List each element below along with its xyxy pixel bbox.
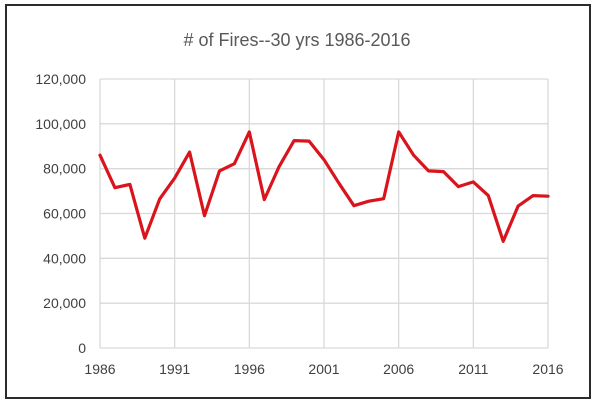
chart-title: # of Fires--30 yrs 1986-2016 <box>183 30 410 50</box>
y-tick-label: 60,000 <box>43 206 86 222</box>
x-tick-label: 1996 <box>234 361 265 377</box>
x-tick-label: 2016 <box>532 361 563 377</box>
x-tick-label: 1991 <box>159 361 190 377</box>
gridlines <box>99 78 549 349</box>
chart-frame <box>5 4 591 399</box>
x-axis-ticks: 1986 1991 1996 2001 2006 2011 2016 <box>84 361 563 377</box>
series-layer <box>98 130 550 243</box>
x-tick-label: 2006 <box>383 361 414 377</box>
y-tick-label: 80,000 <box>43 161 86 177</box>
y-tick-label: 0 <box>78 340 86 356</box>
x-tick-label: 1986 <box>84 361 115 377</box>
x-tick-label: 2011 <box>458 361 488 377</box>
y-tick-label: 40,000 <box>43 250 86 266</box>
y-tick-label: 100,000 <box>35 116 86 132</box>
y-tick-label: 20,000 <box>43 295 86 311</box>
y-tick-label: 120,000 <box>35 71 86 87</box>
y-axis-ticks: 0 20,000 40,000 60,000 80,000 100,000 120,000 <box>35 71 86 356</box>
x-tick-label: 2001 <box>308 361 339 377</box>
